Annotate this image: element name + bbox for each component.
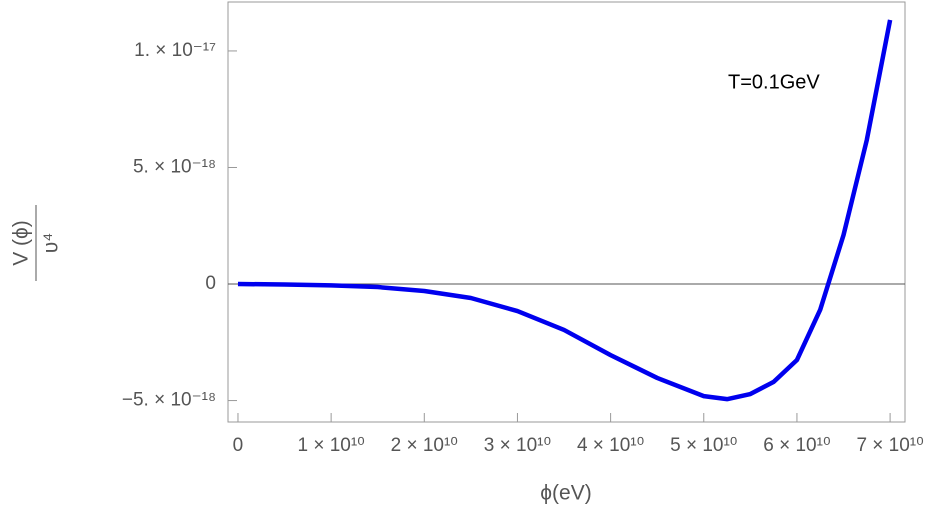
x-tick-label: 4 × 10¹⁰	[577, 435, 644, 456]
x-tick-label: 3 × 10¹⁰	[484, 435, 551, 456]
x-tick-label: 1 × 10¹⁰	[297, 435, 364, 456]
y-label-numerator: V (ϕ)	[10, 220, 33, 266]
annotation: T=0.1GeV	[728, 71, 820, 93]
y-tick-label: 1. × 10⁻¹⁷	[134, 40, 216, 61]
x-tick-label: 2 × 10¹⁰	[391, 435, 458, 456]
y-axis-label: V (ϕ) υ⁴	[10, 205, 63, 281]
y-tick-label: 5. × 10⁻¹⁸	[133, 156, 216, 177]
x-tick-label: 0	[233, 435, 244, 456]
plot-frame	[227, 1, 906, 423]
x-tick-label: 7 × 10¹⁰	[856, 435, 923, 456]
y-label-denominator: υ⁴	[40, 233, 63, 254]
x-axis-label: ϕ(eV)	[540, 482, 591, 505]
curve	[237, 19, 893, 402]
x-tick-label: 5 × 10¹⁰	[670, 435, 737, 456]
y-tick-label: −5. × 10⁻¹⁸	[122, 390, 216, 411]
x-tick-label: 6 × 10¹⁰	[763, 435, 830, 456]
y-tick-label: 0	[205, 273, 216, 294]
